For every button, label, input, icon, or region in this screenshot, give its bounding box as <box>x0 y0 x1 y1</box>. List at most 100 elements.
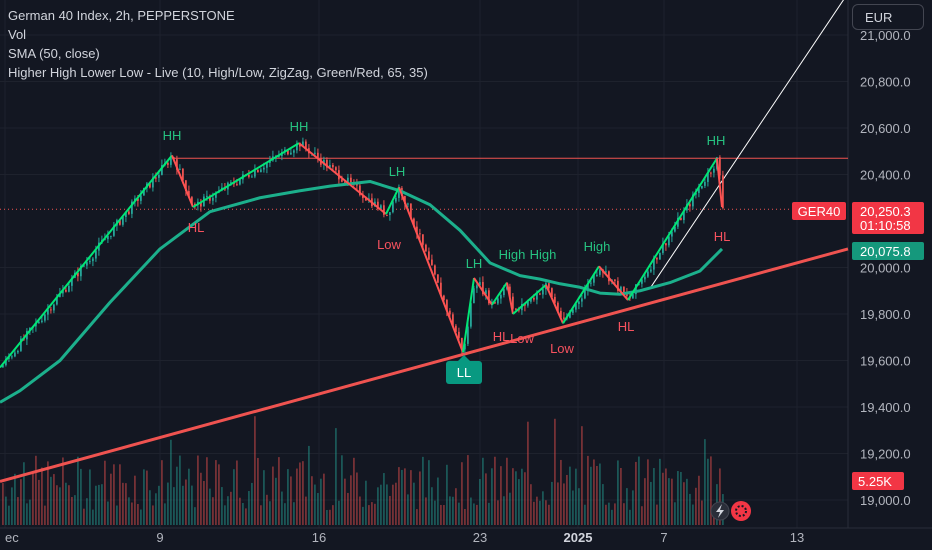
candle-body <box>398 188 400 198</box>
volume-bar <box>608 502 610 525</box>
volume-bar <box>356 472 358 525</box>
volume-value: 5.25K <box>858 474 892 489</box>
candle-body <box>194 204 196 206</box>
sma-price-tag <box>852 242 924 260</box>
candle-body <box>5 358 7 366</box>
volume-bar <box>359 496 361 525</box>
volume-bar <box>194 507 196 525</box>
volume-bar <box>389 495 391 525</box>
candle-body <box>617 280 619 291</box>
pivot-label-low: Low <box>377 237 401 252</box>
indicator-hhll[interactable]: Higher High Lower Low - Live (10, High/L… <box>8 65 428 80</box>
candle-body <box>296 143 298 151</box>
candle-body <box>341 179 343 182</box>
candle-body <box>569 312 571 318</box>
candle-body <box>509 286 511 297</box>
volume-bar <box>221 487 223 525</box>
volume-bar <box>659 458 661 525</box>
volume-bar <box>77 456 79 525</box>
volume-bar <box>110 473 112 525</box>
volume-bar <box>101 484 103 525</box>
volume-bar <box>119 464 121 525</box>
volume-bar <box>179 455 181 525</box>
candle-body <box>476 285 478 289</box>
zigzag-down-segment <box>545 284 564 324</box>
candle-body <box>317 152 319 158</box>
indicator-vol[interactable]: Vol <box>8 27 27 42</box>
candle-body <box>563 317 565 319</box>
candle-body <box>266 162 268 168</box>
zigzag-down-segment <box>598 265 629 301</box>
volume-bar <box>107 501 109 525</box>
candle-body <box>167 163 169 165</box>
candle-body <box>437 274 439 283</box>
volume-bar <box>5 496 7 525</box>
candle-body <box>137 198 139 201</box>
pivot-label-lh: LH <box>389 164 406 179</box>
support-trendline <box>0 247 849 483</box>
volume-bar <box>503 496 505 525</box>
volume-bar <box>380 484 382 525</box>
y-tick-label: 19,600.0 <box>860 354 911 369</box>
volume-bar <box>632 490 634 525</box>
candle-body <box>176 159 178 170</box>
volume-bar <box>260 505 262 525</box>
zigzag-down-segment <box>506 282 514 315</box>
volume-bar <box>437 477 439 525</box>
candle-body <box>644 276 646 280</box>
volume-bar <box>335 428 337 525</box>
candle-body <box>434 265 436 275</box>
volume-bar <box>467 455 469 525</box>
candle-body <box>20 338 22 351</box>
candle-body <box>668 236 670 246</box>
volume-bar <box>569 466 571 525</box>
candle-body <box>620 286 622 291</box>
candle-body <box>590 282 592 284</box>
trend-lines <box>0 0 849 483</box>
volume-bar <box>458 502 460 525</box>
pivot-labels: HH HL HH Low LH LH HL High Low High Low High HL HH HL L… <box>163 119 730 384</box>
pivot-label-hl: HL <box>188 220 205 235</box>
volume-bar <box>158 485 160 525</box>
candle-body <box>209 195 211 201</box>
volume-bar <box>506 457 508 525</box>
indicator-sma[interactable]: SMA (50, close) <box>8 46 100 61</box>
volume-bar <box>131 502 133 525</box>
volume-bar <box>548 504 550 525</box>
volume-bar <box>209 488 211 525</box>
volume-bar <box>452 496 454 525</box>
candle-body <box>689 204 691 207</box>
volume-bar <box>152 505 154 525</box>
volume-bar <box>377 487 379 525</box>
volume-bar <box>383 473 385 525</box>
candle-body <box>701 185 703 189</box>
currency-button[interactable]: EUR <box>852 4 924 30</box>
candle-body <box>713 168 715 173</box>
candle-body <box>461 337 463 350</box>
zigzag-up-segment <box>192 142 300 208</box>
volume-bar <box>98 484 100 525</box>
volume-bar <box>518 479 520 525</box>
volume-bar <box>623 503 625 525</box>
volume-bar <box>254 416 256 525</box>
pivot-label-hl: HL <box>493 329 510 344</box>
candle-body <box>251 176 253 178</box>
volume-bar <box>104 460 106 525</box>
zigzag-line <box>0 142 723 369</box>
volume-bar <box>671 478 673 525</box>
candle-body <box>470 303 472 327</box>
pivot-label-low: Low <box>550 341 574 356</box>
volume-bar <box>308 445 310 525</box>
volume-bar <box>476 504 478 525</box>
candle-body <box>512 296 514 309</box>
symbol-title[interactable]: German 40 Index, 2h, PEPPERSTONE <box>8 8 235 23</box>
candle-body <box>287 149 289 155</box>
candle-body <box>548 283 550 289</box>
y-tick-label: 20,000.0 <box>860 261 911 276</box>
alert-icon[interactable] <box>731 501 751 521</box>
volume-bar <box>605 504 607 525</box>
zigzag-down-segment <box>716 158 723 208</box>
candle-body <box>125 211 127 217</box>
candle-body <box>14 352 16 357</box>
